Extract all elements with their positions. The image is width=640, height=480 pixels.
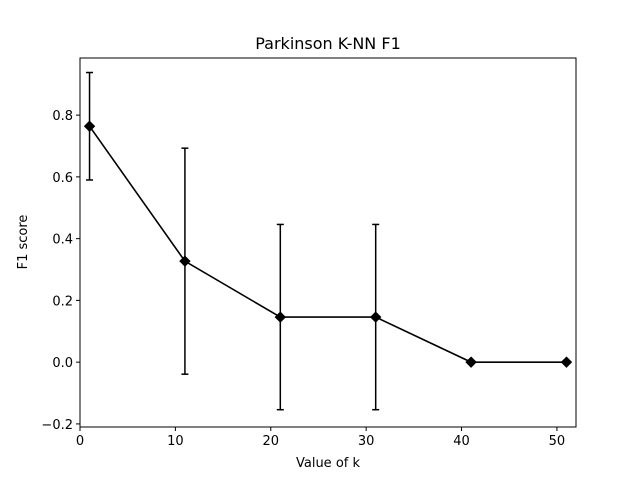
data-point-marker <box>560 356 573 368</box>
y-tick-label: 0.6 <box>52 171 73 186</box>
x-tick-label: 10 <box>167 434 184 449</box>
y-tick-label: 0.2 <box>52 294 73 309</box>
data-point-marker <box>83 120 96 132</box>
x-tick-label: 20 <box>262 434 279 449</box>
data-point-marker <box>465 356 477 368</box>
chart-title: Parkinson K-NN F1 <box>255 34 401 53</box>
y-tick-label: 0.8 <box>52 109 73 124</box>
x-tick-label: 0 <box>76 434 84 449</box>
data-point-marker <box>369 311 382 323</box>
axes-frame <box>79 57 577 428</box>
x-tick-label: 40 <box>453 434 470 449</box>
series-line <box>88 125 567 363</box>
y-tick-label: −0.2 <box>41 418 73 433</box>
data-point-marker <box>179 255 191 267</box>
x-tick-label: 50 <box>549 434 566 449</box>
y-axis-label: F1 score <box>16 215 31 270</box>
data-point-marker <box>274 311 287 323</box>
y-tick-label: 0.0 <box>52 356 73 371</box>
plot-area: 0 10 20 30 40 50 −0.2 0.0 0.2 0.4 0.6 0.8 <box>41 57 577 449</box>
x-tick-label: 30 <box>358 434 375 449</box>
x-axis-label: Value of k <box>296 456 360 471</box>
y-tick-label: 0.4 <box>52 233 73 248</box>
